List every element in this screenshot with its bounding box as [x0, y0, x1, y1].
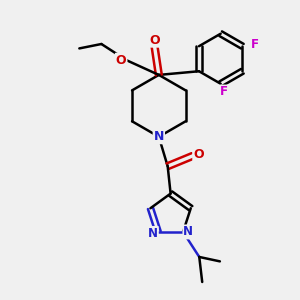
Text: N: N	[148, 227, 158, 240]
Text: F: F	[220, 85, 228, 98]
Text: O: O	[116, 54, 127, 67]
Text: O: O	[149, 34, 160, 47]
Text: F: F	[251, 38, 259, 51]
Text: N: N	[183, 225, 194, 239]
Text: N: N	[154, 130, 164, 143]
Text: O: O	[193, 148, 204, 161]
